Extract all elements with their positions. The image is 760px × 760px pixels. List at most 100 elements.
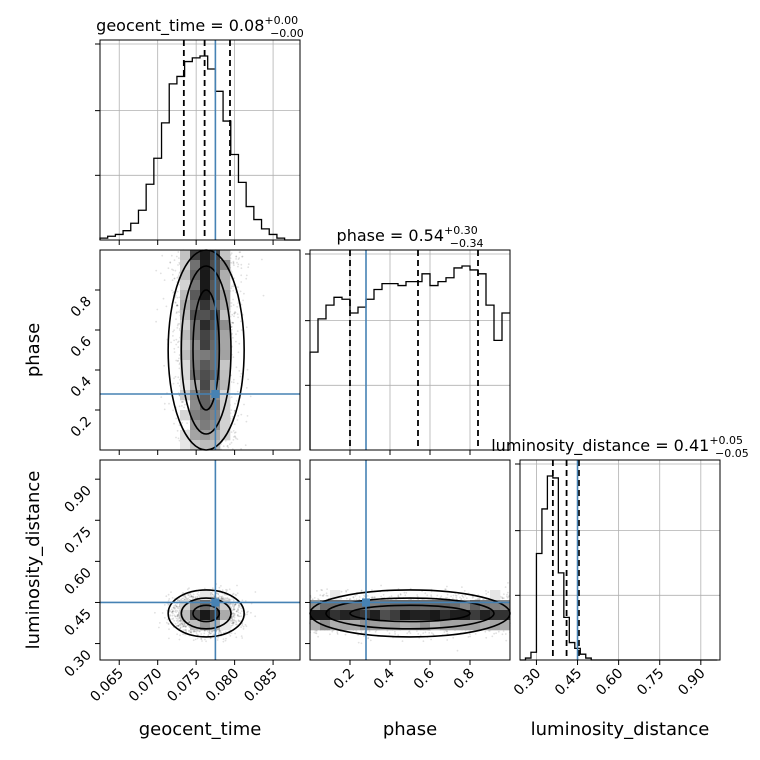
sample-point <box>172 335 174 337</box>
density-cell <box>220 390 231 401</box>
sample-point <box>184 403 186 406</box>
sample-point <box>236 623 238 626</box>
sample-point <box>175 312 178 314</box>
sample-point <box>177 346 180 349</box>
sample-point <box>232 304 235 306</box>
sample-point <box>205 640 208 643</box>
sample-point <box>231 332 234 335</box>
sample-point <box>173 329 176 332</box>
sample-point <box>170 608 173 611</box>
density-cell <box>220 300 231 311</box>
sample-point <box>174 294 177 297</box>
sample-point <box>227 446 230 449</box>
sample-point <box>168 402 170 405</box>
sample-point <box>158 626 160 629</box>
sample-point <box>232 598 235 600</box>
sample-point <box>217 632 220 634</box>
sample-point <box>181 405 183 407</box>
sample-point <box>245 277 248 280</box>
sample-point <box>176 304 179 307</box>
sample-point <box>230 287 233 290</box>
density-cell <box>200 270 211 281</box>
sample-point <box>241 255 244 258</box>
sample-point <box>161 254 164 257</box>
sample-point <box>172 382 175 385</box>
sample-point <box>165 595 168 598</box>
sample-point <box>230 305 233 308</box>
sample-point <box>173 606 176 609</box>
density-cell <box>200 380 211 391</box>
density-cell <box>220 330 231 341</box>
sample-point <box>232 336 234 339</box>
sample-point <box>175 359 178 362</box>
sample-point <box>230 325 233 328</box>
sample-point <box>222 445 225 448</box>
sample-point <box>175 343 178 346</box>
sample-point <box>230 261 233 264</box>
density-cell <box>180 250 191 261</box>
sample-point <box>236 261 238 264</box>
sample-point <box>184 629 187 631</box>
sample-point <box>241 255 244 258</box>
joint-geocent_time-phase <box>155 249 265 451</box>
sample-point <box>175 617 178 620</box>
sample-point <box>246 415 249 417</box>
sample-point <box>167 593 170 596</box>
density-cell <box>200 340 211 351</box>
density-cell <box>220 360 231 371</box>
density-cell <box>200 410 211 421</box>
sample-point <box>170 591 172 593</box>
sample-point <box>175 305 178 307</box>
sample-point <box>177 251 180 253</box>
sample-point <box>173 619 176 622</box>
sample-point <box>236 592 239 595</box>
sample-point <box>235 620 237 622</box>
sample-point <box>232 381 235 384</box>
sample-point <box>177 341 179 344</box>
sample-point <box>232 322 235 324</box>
sample-point <box>174 269 177 272</box>
sample-point <box>237 611 240 614</box>
sample-point <box>237 265 239 268</box>
sample-point <box>169 261 172 264</box>
sample-point <box>178 257 180 259</box>
sample-point <box>232 321 235 324</box>
sample-point <box>234 435 236 437</box>
sample-point <box>232 599 235 602</box>
sample-point <box>181 400 183 403</box>
sample-point <box>170 341 173 344</box>
density-cell <box>200 420 211 431</box>
sample-point <box>172 291 175 294</box>
sample-point <box>178 357 180 360</box>
sample-point <box>161 612 164 614</box>
sample-point <box>197 594 200 596</box>
sample-point <box>173 347 176 350</box>
sample-point <box>156 308 159 311</box>
density-cell <box>200 350 211 361</box>
sample-point <box>177 437 180 440</box>
sample-point <box>174 605 177 607</box>
sample-point <box>239 375 242 378</box>
sample-point <box>173 351 176 353</box>
sample-point <box>163 408 166 411</box>
density-cell <box>190 350 201 361</box>
sample-point <box>226 445 229 448</box>
sample-point <box>216 639 219 641</box>
sample-point <box>243 403 245 406</box>
density-cell <box>200 280 211 291</box>
density-cell <box>200 360 211 371</box>
density-cell <box>200 330 211 341</box>
sample-point <box>160 396 163 398</box>
sample-point <box>172 269 175 272</box>
sample-point <box>240 413 243 416</box>
sample-point <box>176 429 179 432</box>
density-cell <box>190 330 201 341</box>
sample-point <box>168 603 170 605</box>
sample-point <box>245 326 248 329</box>
sample-point <box>181 401 184 404</box>
sample-point <box>233 315 235 318</box>
sample-point <box>235 437 237 440</box>
sample-point <box>211 593 214 596</box>
sample-point <box>250 611 252 614</box>
sample-point <box>262 294 265 297</box>
